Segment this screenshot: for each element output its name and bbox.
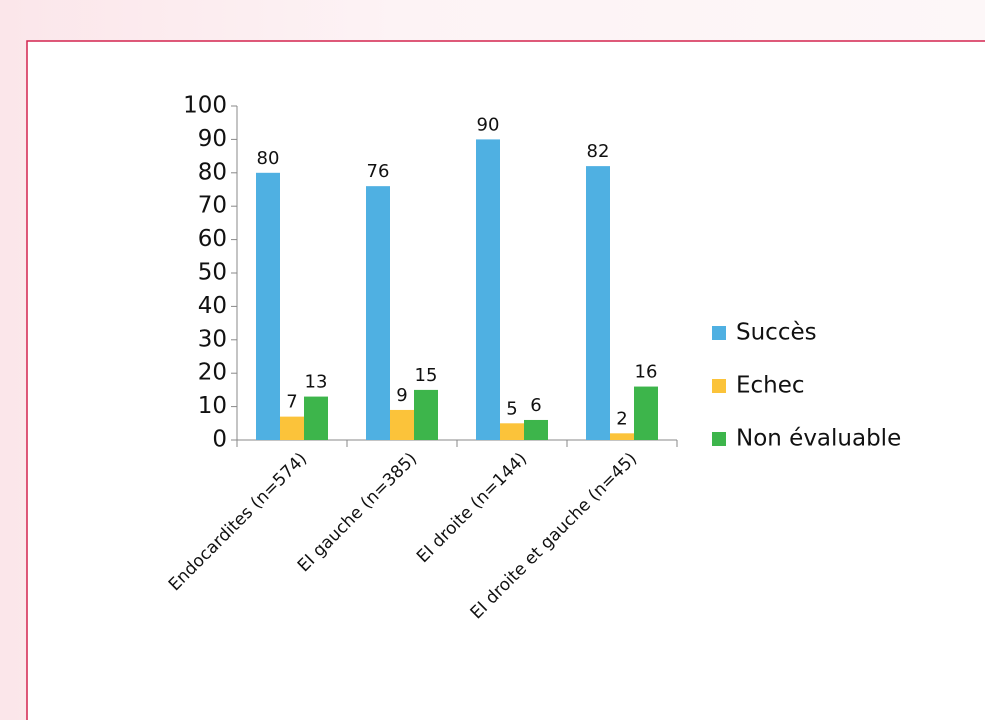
data-label: 82 — [587, 141, 610, 162]
legend-swatch — [712, 379, 726, 393]
data-label: 90 — [477, 114, 500, 135]
chart-frame — [26, 40, 985, 720]
bar — [280, 416, 304, 440]
y-tick-label: 100 — [183, 93, 227, 119]
legend-swatch — [712, 432, 726, 446]
bar — [476, 139, 500, 440]
bar — [586, 166, 610, 440]
bar — [304, 396, 328, 440]
y-tick-label: 60 — [198, 226, 227, 252]
bar — [524, 419, 548, 440]
y-tick-label: 10 — [198, 393, 227, 419]
y-tick-label: 70 — [198, 193, 227, 219]
bar — [634, 386, 658, 440]
data-label: 2 — [616, 408, 627, 429]
y-tick-label: 0 — [212, 427, 227, 453]
y-tick-label: 40 — [198, 293, 227, 319]
y-tick-label: 90 — [198, 126, 227, 152]
data-label: 80 — [257, 148, 280, 169]
y-tick-label: 20 — [198, 360, 227, 386]
bar — [256, 172, 280, 441]
legend-label: Echec — [736, 373, 805, 399]
bar — [414, 389, 438, 440]
data-label: 9 — [396, 385, 407, 406]
data-label: 6 — [530, 395, 541, 416]
legend-label: Non évaluable — [736, 426, 901, 452]
y-tick-label: 30 — [198, 326, 227, 352]
legend-label: Succès — [736, 320, 817, 346]
bar — [390, 409, 414, 440]
bar — [500, 423, 524, 440]
data-label: 16 — [635, 362, 658, 383]
y-tick-label: 50 — [198, 260, 227, 286]
bar — [366, 186, 390, 440]
data-label: 76 — [367, 161, 390, 182]
data-label: 15 — [415, 365, 438, 386]
legend-swatch — [712, 326, 726, 340]
data-label: 5 — [506, 398, 517, 419]
data-label: 7 — [286, 392, 297, 413]
data-label: 13 — [305, 372, 328, 393]
y-tick-label: 80 — [198, 159, 227, 185]
bar — [610, 433, 634, 440]
